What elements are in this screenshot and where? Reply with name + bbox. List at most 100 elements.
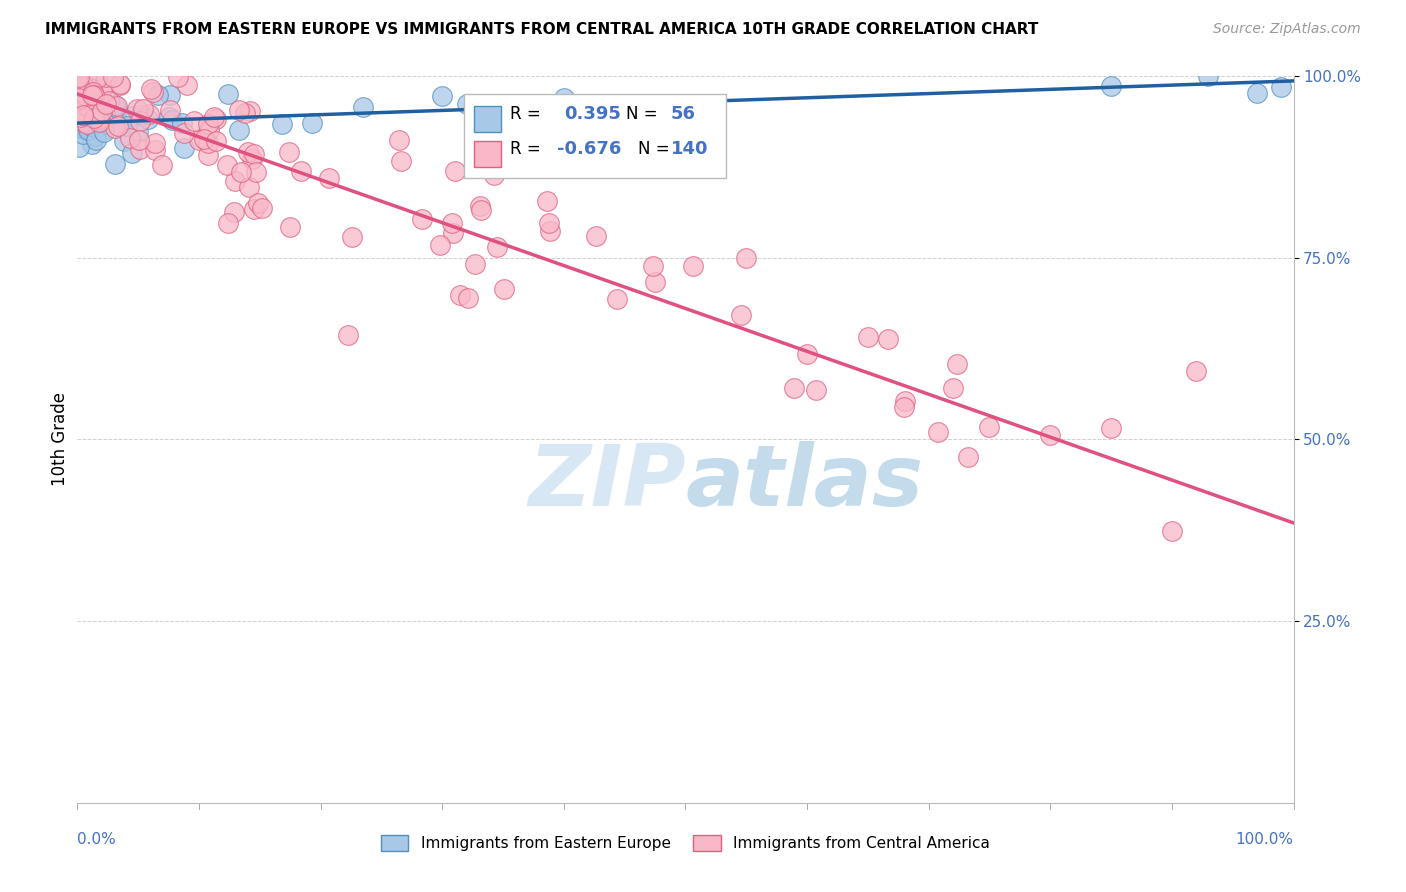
Point: [82, 92, 104, 106]
Point: [143, 136, 166, 150]
Point: [72, 127, 94, 141]
Point: [441, 226, 464, 240]
Point: [90, 82, 112, 96]
Point: [72, 108, 94, 122]
Point: [75, 87, 97, 102]
Point: [152, 158, 174, 172]
Point: [87, 102, 110, 116]
Point: [110, 78, 132, 92]
Point: [94, 112, 117, 127]
Point: [170, 116, 193, 130]
Point: [136, 112, 159, 127]
Text: atlas: atlas: [686, 442, 924, 524]
Point: [87, 93, 110, 107]
Point: [492, 281, 515, 295]
Text: N =: N =: [626, 105, 658, 123]
Point: [67, 93, 90, 107]
Point: [89, 100, 111, 114]
Point: [97, 95, 120, 109]
Point: [69, 110, 91, 124]
Point: [70, 77, 93, 91]
Point: [217, 87, 239, 102]
Point: [127, 126, 149, 140]
Point: [278, 220, 301, 235]
Point: [77, 80, 100, 95]
Point: [217, 216, 239, 230]
Point: [82, 102, 104, 116]
Point: [83, 87, 105, 102]
Point: [301, 116, 323, 130]
Point: [76, 120, 98, 135]
Point: [105, 98, 128, 112]
Point: [91, 104, 114, 119]
Point: [67, 70, 90, 84]
Point: [1185, 363, 1208, 377]
Text: Source: ZipAtlas.com: Source: ZipAtlas.com: [1213, 22, 1361, 37]
Point: [76, 117, 98, 131]
Point: [430, 88, 453, 103]
Point: [411, 211, 433, 226]
Point: [1197, 69, 1219, 83]
Point: [893, 394, 915, 409]
Point: [72, 115, 94, 129]
Point: [389, 154, 412, 169]
Point: [682, 259, 704, 273]
Text: -0.676: -0.676: [557, 139, 621, 158]
Point: [84, 110, 107, 124]
Point: [112, 134, 135, 148]
Point: [160, 113, 183, 128]
Point: [67, 100, 90, 114]
Point: [67, 70, 90, 84]
Point: [877, 331, 900, 345]
Point: [783, 381, 806, 395]
Point: [197, 136, 219, 151]
Point: [89, 113, 111, 128]
Point: [103, 70, 125, 84]
Point: [132, 102, 155, 116]
Point: [104, 120, 127, 135]
Point: [157, 110, 180, 124]
Point: [67, 87, 90, 101]
Point: [730, 308, 752, 322]
Point: [470, 203, 492, 218]
Point: [856, 330, 879, 344]
Point: [242, 147, 264, 161]
Point: [243, 202, 266, 216]
Point: [148, 88, 170, 103]
Point: [644, 275, 666, 289]
Point: [89, 112, 111, 127]
Point: [104, 156, 127, 170]
Text: 0.0%: 0.0%: [77, 832, 117, 847]
Point: [198, 122, 221, 136]
Point: [79, 87, 101, 101]
Point: [145, 143, 167, 157]
Text: 100.0%: 100.0%: [1236, 832, 1294, 847]
Point: [70, 100, 93, 114]
Point: [979, 420, 1001, 434]
Point: [464, 257, 486, 271]
Point: [75, 90, 97, 104]
Point: [927, 425, 949, 439]
Point: [173, 140, 195, 154]
Point: [457, 291, 479, 305]
Point: [240, 152, 263, 166]
Point: [104, 98, 127, 112]
Point: [585, 229, 607, 244]
Point: [231, 165, 253, 179]
Point: [93, 126, 115, 140]
Point: [946, 357, 969, 371]
Point: [796, 347, 818, 361]
Point: [188, 133, 211, 147]
Point: [73, 87, 96, 102]
Point: [115, 119, 138, 133]
Bar: [474, 141, 501, 167]
Point: [224, 174, 246, 188]
Text: 56: 56: [671, 105, 696, 123]
Point: [204, 135, 226, 149]
Point: [93, 116, 115, 130]
Point: [468, 199, 491, 213]
Point: [352, 100, 374, 114]
Point: [247, 196, 270, 211]
Point: [72, 80, 94, 95]
Point: [1161, 524, 1184, 539]
